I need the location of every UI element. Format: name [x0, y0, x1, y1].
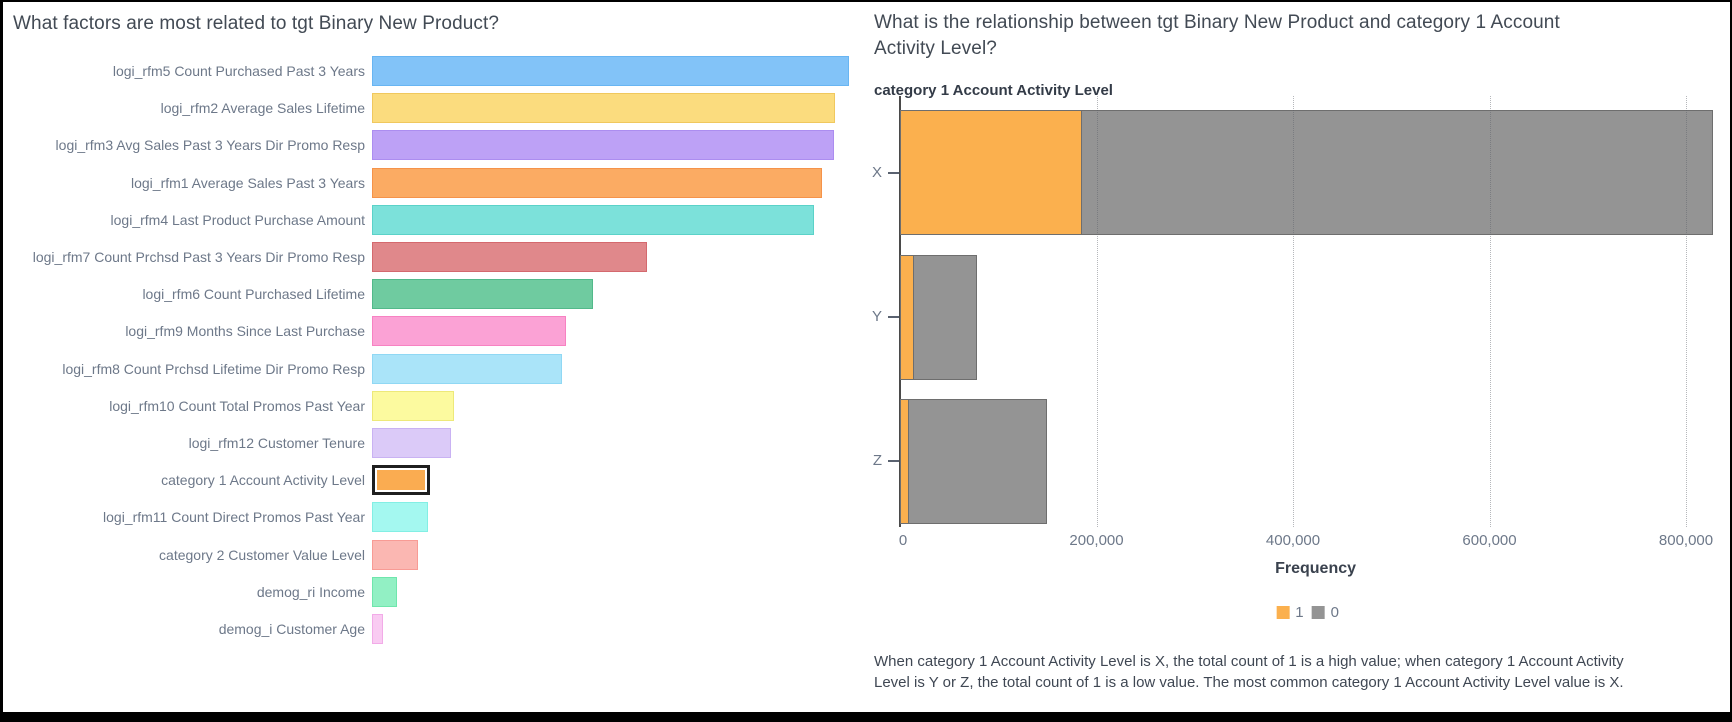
gridline: [1293, 96, 1294, 527]
factor-label: demog_ri Income: [256, 583, 365, 600]
factor-bar-selected[interactable]: [372, 465, 430, 496]
legend-swatch: [1311, 606, 1325, 619]
y-tick-dash: [888, 460, 899, 462]
factor-bar[interactable]: [372, 130, 834, 161]
factor-label: demog_i Customer Age: [218, 621, 365, 637]
factor-bar[interactable]: [372, 539, 418, 570]
factor-bar[interactable]: [372, 56, 849, 86]
x-axis-title: Frequency: [1275, 560, 1357, 577]
category-label: Z: [872, 452, 882, 469]
bar-segment-1[interactable]: [900, 110, 1082, 235]
legend-swatch: [1276, 606, 1290, 619]
gridline: [1096, 96, 1098, 527]
factor-bar-fill: [377, 470, 425, 491]
factor-label: logi_rfm8 Count Prchsd Lifetime Dir Prom…: [62, 360, 365, 377]
category-label: Y: [871, 308, 882, 325]
factor-label: logi_rfm7 Count Prchsd Past 3 Years Dir …: [32, 249, 365, 265]
x-tick-label: 800,000: [1658, 532, 1714, 549]
factor-bar[interactable]: [372, 576, 397, 607]
factor-bar[interactable]: [372, 390, 454, 421]
stacked-bar[interactable]: [900, 110, 1713, 235]
factor-label: category 1 Account Activity Level: [161, 472, 365, 489]
factor-bar[interactable]: [372, 353, 562, 384]
x-tick-label: 200,000: [1069, 532, 1124, 549]
factor-label: logi_rfm6 Count Purchased Lifetime: [142, 286, 365, 303]
factor-label: logi_rfm5 Count Purchased Past 3 Years: [112, 63, 365, 79]
bar-segment-0[interactable]: [1081, 110, 1713, 235]
factor-label: logi_rfm1 Average Sales Past 3 Years: [130, 174, 365, 191]
factor-label: logi_rfm4 Last Product Purchase Amount: [110, 211, 365, 228]
legend-label: 0: [1330, 604, 1339, 621]
factor-label: logi_rfm2 Average Sales Lifetime: [160, 100, 365, 117]
x-tick-label: 0: [898, 532, 908, 549]
bar-segment-1[interactable]: [900, 254, 914, 380]
gridline: [1489, 96, 1491, 527]
gridline: [1686, 96, 1687, 527]
factor-bar[interactable]: [372, 428, 451, 458]
factor-bar[interactable]: [372, 242, 647, 272]
legend-item-1[interactable]: 1: [1276, 604, 1304, 621]
stacked-bar[interactable]: [900, 398, 1048, 524]
factor-label: logi_rfm12 Customer Tenure: [188, 435, 365, 451]
factor-bar[interactable]: [372, 204, 814, 235]
x-tick-label: 600,000: [1462, 532, 1517, 549]
factor-bar[interactable]: [372, 502, 428, 533]
insight-text: When category 1 Account Activity Level i…: [874, 653, 1624, 691]
bar-segment-0[interactable]: [909, 398, 1048, 524]
factor-label: logi_rfm9 Months Since Last Purchase: [125, 323, 365, 340]
factor-bar[interactable]: [372, 316, 566, 347]
stacked-bar[interactable]: [900, 254, 977, 380]
legend-label: 1: [1295, 604, 1304, 621]
factor-label: logi_rfm11 Count Direct Promos Past Year: [103, 509, 365, 526]
factor-label: category 2 Customer Value Level: [159, 546, 365, 563]
relationship-chart-label: category 1 Account Activity Level: [874, 82, 1113, 99]
factor-bar[interactable]: [372, 279, 593, 310]
factor-bar[interactable]: [372, 93, 835, 124]
category-label: X: [871, 163, 882, 181]
left-panel-title: What factors are most related to tgt Bin…: [13, 13, 500, 34]
legend-item-0[interactable]: 0: [1311, 604, 1339, 621]
bar-segment-0[interactable]: [913, 254, 977, 380]
factor-label: logi_rfm3 Avg Sales Past 3 Years Dir Pro…: [55, 137, 365, 154]
right-panel-title: What is the relationship between tgt Bin…: [874, 12, 1560, 59]
factor-bar[interactable]: [372, 167, 822, 198]
y-tick-dash: [888, 171, 899, 174]
factor-label: logi_rfm10 Count Total Promos Past Year: [109, 397, 365, 414]
y-tick-dash: [888, 316, 899, 318]
factor-bar[interactable]: [372, 614, 383, 644]
bar-segment-1[interactable]: [900, 398, 910, 524]
x-tick-label: 400,000: [1265, 532, 1321, 549]
